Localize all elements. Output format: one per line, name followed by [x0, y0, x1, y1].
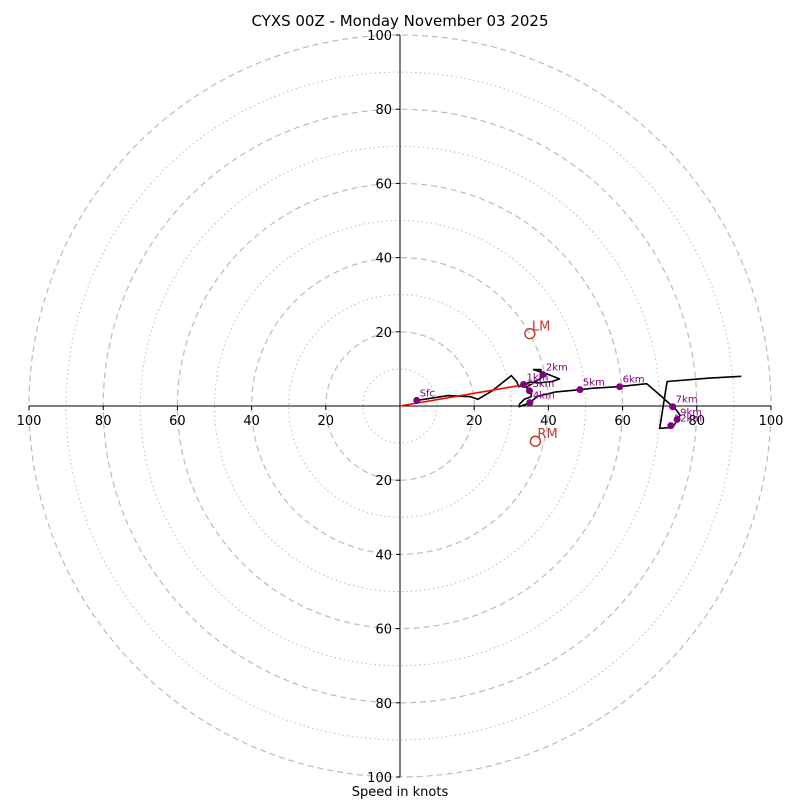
height-marker-12km: [667, 422, 675, 430]
x-axis-label: Speed in knots: [352, 785, 449, 800]
tick-label-right-100: 100: [759, 414, 784, 429]
height-marker-2km: [539, 370, 547, 378]
height-label-9km: 9km: [680, 407, 702, 418]
height-marker-4km: [526, 399, 534, 407]
tick-label-right-60: 60: [614, 414, 631, 429]
tick-label-up-20: 20: [375, 326, 392, 341]
tick-label-down-100: 100: [367, 771, 392, 786]
storm-motion-label-rm: RM: [537, 427, 557, 442]
tick-label-left-60: 60: [169, 414, 186, 429]
height-label-sfc: Sfc: [420, 388, 435, 399]
tick-label-right-20: 20: [466, 414, 483, 429]
height-marker-9km: [673, 415, 681, 423]
height-label-4km: 4km: [533, 391, 555, 402]
storm-motion-rm: [529, 435, 542, 447]
tick-label-left-40: 40: [243, 414, 260, 429]
height-label-1km: 1km: [527, 372, 549, 383]
tick-label-left-80: 80: [95, 414, 112, 429]
chart-title: CYXS 00Z - Monday November 03 2025: [251, 12, 548, 30]
tick-label-up-80: 80: [375, 103, 392, 118]
storm-motion-lm: [524, 327, 536, 340]
storm-motion-label-lm: LM: [532, 320, 550, 335]
height-marker-1km: [520, 380, 528, 388]
tick-label-right-80: 80: [689, 414, 706, 429]
height-marker-5km: [576, 386, 584, 394]
tick-label-down-60: 60: [375, 623, 392, 638]
tick-label-down-20: 20: [375, 474, 392, 489]
tick-label-up-60: 60: [375, 177, 392, 192]
height-label-2km: 2km: [546, 362, 568, 373]
height-marker-3km: [525, 387, 533, 395]
tick-label-up-40: 40: [375, 252, 392, 267]
tick-label-left-20: 20: [318, 414, 335, 429]
height-label-5km: 5km: [583, 378, 605, 389]
height-marker-sfc: [413, 396, 421, 404]
height-marker-7km: [669, 403, 677, 411]
tick-label-left-100: 100: [17, 414, 42, 429]
shear-vector: [399, 382, 530, 407]
height-label-12km: 12km: [674, 414, 702, 425]
height-label-6km: 6km: [623, 375, 645, 386]
tick-label-down-40: 40: [375, 548, 392, 563]
axis-ticks: 20 40 60 80 100 20 40 60 80 100 20 40 60 80 100 20 40 60 8…: [17, 29, 784, 786]
height-marker-6km: [616, 383, 624, 391]
height-label-3km: 3km: [532, 379, 554, 390]
tick-label-right-40: 40: [540, 414, 557, 429]
tick-label-up-100: 100: [367, 29, 392, 44]
tick-label-down-80: 80: [375, 697, 392, 712]
height-label-7km: 7km: [676, 395, 698, 406]
